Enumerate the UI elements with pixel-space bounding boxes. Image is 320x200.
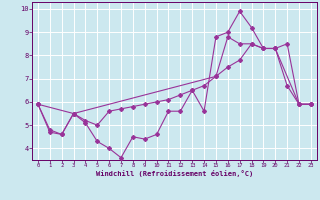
X-axis label: Windchill (Refroidissement éolien,°C): Windchill (Refroidissement éolien,°C) bbox=[96, 170, 253, 177]
